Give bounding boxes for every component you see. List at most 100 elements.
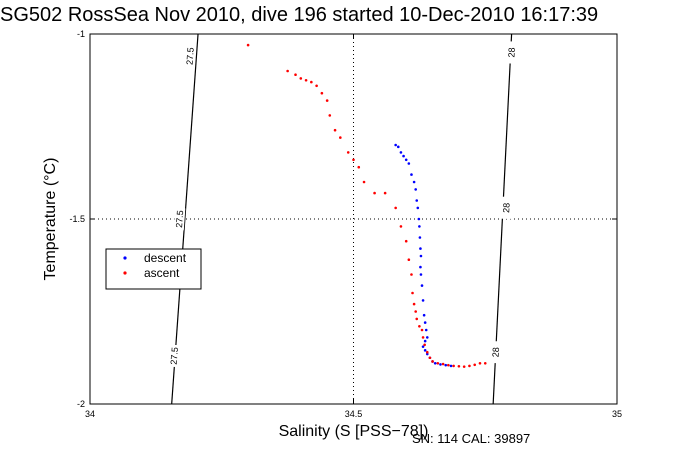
isopycnal-label-bg (490, 340, 502, 364)
descent-point (423, 349, 427, 352)
serial-caption: SN: 114 CAL: 39897 (412, 431, 531, 446)
ascent-point (414, 310, 417, 313)
ascent-point (423, 343, 426, 347)
ascent-point (457, 364, 461, 368)
descent-point (416, 206, 420, 210)
legend-label-ascent: ascent (144, 266, 180, 280)
x-tick-label: 34.5 (345, 409, 363, 419)
descent-point (404, 158, 408, 162)
ascent-point (357, 165, 361, 169)
descent-point (419, 247, 422, 250)
legend-box (105, 248, 202, 290)
ascent-point (304, 78, 308, 82)
descent-point (396, 145, 400, 149)
ascent-point (346, 151, 350, 154)
descent-point (407, 162, 411, 165)
isopycnal-label: 27.5 (174, 210, 185, 228)
ascent-point (333, 128, 337, 132)
isopycnal-label-bg (184, 44, 196, 68)
scatter-points-layer (246, 43, 487, 368)
descent-point (423, 339, 427, 343)
ascent-point (328, 114, 332, 117)
descent-point (421, 299, 425, 302)
ascent-point (420, 328, 424, 332)
isopycnal-label-bg (500, 196, 512, 220)
descent-point (399, 151, 403, 154)
descent-point (412, 180, 416, 184)
ascent-point (404, 239, 408, 243)
descent-point (425, 336, 429, 339)
ascent-point (373, 191, 376, 195)
ascent-point (407, 258, 411, 262)
ascent-point (383, 191, 387, 195)
descent-point (419, 254, 423, 258)
ascent-point (412, 302, 416, 306)
ascent-point (473, 363, 477, 367)
descent-point (394, 143, 397, 147)
legend-marker-ascent (123, 271, 127, 275)
ascent-point (362, 180, 366, 184)
x-axis-label: Salinity (S [PSS−78]) (279, 423, 429, 440)
ascent-point (462, 365, 466, 368)
ascent-point (421, 336, 425, 339)
descent-point (449, 364, 453, 368)
ascent-point (431, 360, 434, 363)
ascent-point (315, 84, 318, 88)
ascent-point (441, 362, 445, 366)
isopycnal-label-bg (168, 344, 181, 368)
ascent-point (418, 325, 421, 328)
descent-point (425, 352, 429, 356)
ascent-point (339, 136, 342, 139)
ascent-point (447, 363, 450, 367)
y-tick-label: -2 (77, 399, 85, 409)
descent-point (414, 188, 417, 191)
isopycnal-line (171, 33, 199, 405)
ascent-point (411, 291, 414, 295)
ascent-point (325, 99, 329, 102)
ascent-point (436, 362, 440, 365)
descent-point (418, 236, 422, 239)
isopycnal-label: 27.5 (185, 47, 196, 65)
descent-point (420, 284, 424, 287)
ascent-point (246, 43, 250, 47)
legend-marker-descent (123, 256, 127, 260)
descent-point (417, 217, 421, 221)
descent-point (423, 321, 427, 324)
descent-point (410, 173, 413, 176)
y-tick-label: -1 (77, 29, 85, 39)
descent-point (444, 363, 448, 367)
descent-point (439, 363, 442, 366)
ascent-point (294, 73, 297, 76)
ascent-point (299, 77, 303, 80)
ascent-point (425, 350, 429, 354)
ascent-point (352, 158, 355, 162)
legend-label-descent: descent (144, 251, 187, 265)
isopycnal-label-bg (506, 41, 518, 64)
descent-point (422, 313, 426, 317)
ascent-point (394, 206, 397, 210)
isopycnal-label: 27.5 (169, 347, 180, 365)
descent-point (421, 345, 425, 348)
grid-layer (90, 34, 617, 404)
ascent-point (415, 317, 419, 321)
descent-point (424, 328, 428, 332)
ascent-point (452, 364, 455, 368)
ascent-point (410, 273, 413, 276)
ascent-point (478, 362, 482, 365)
descent-point (402, 154, 405, 158)
ascent-point (399, 225, 403, 228)
x-tick-label: 35 (612, 409, 622, 419)
isopycnal-label: 28 (501, 203, 511, 214)
descent-point (419, 273, 423, 276)
isopycnal-layer: 27.5 27.5 27.5 28 28 28 (168, 33, 518, 405)
x-tick-label: 34 (85, 409, 95, 419)
ascent-point (320, 91, 324, 95)
descent-point (419, 265, 422, 269)
y-tick-label: -1.5 (69, 214, 85, 224)
isopycnal-label: 28 (506, 47, 516, 58)
axis-ticks-layer: 34 34.5 35 -1 -1.5 -2 (69, 29, 622, 419)
ascent-point (286, 69, 289, 73)
ascent-point (428, 356, 432, 360)
ascent-point (468, 364, 471, 368)
